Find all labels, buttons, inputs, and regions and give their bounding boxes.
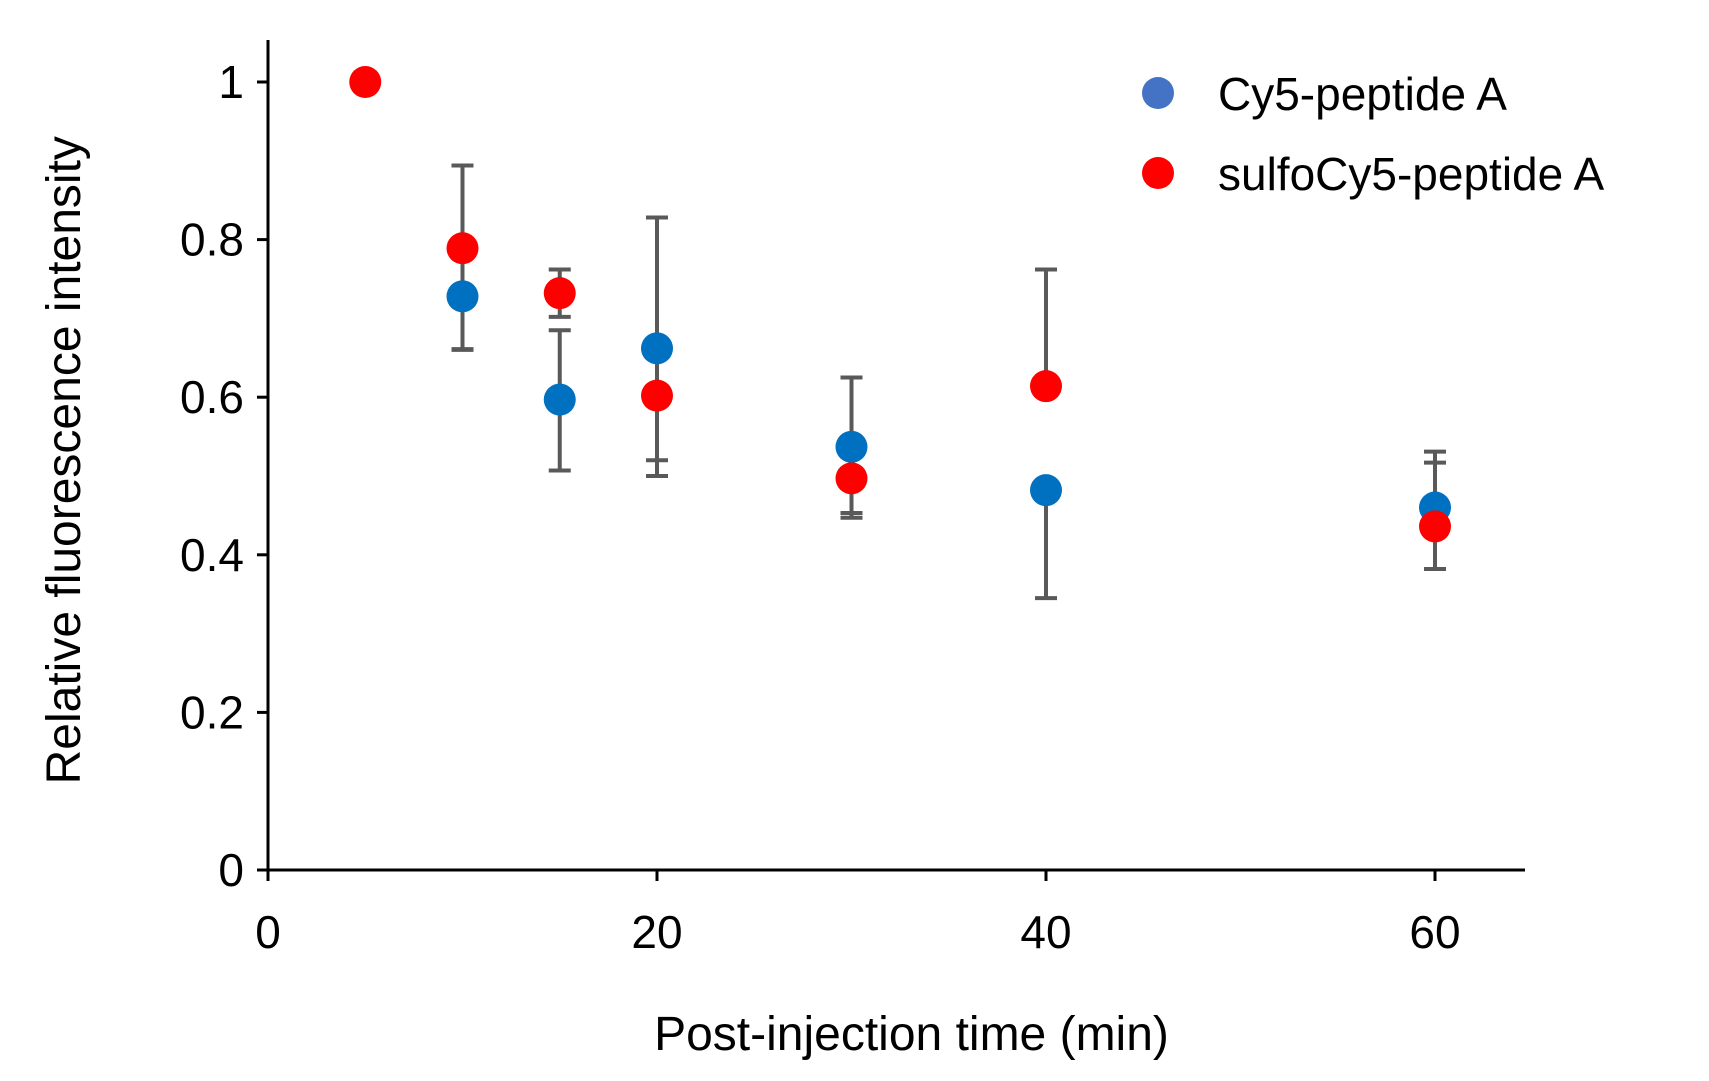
axes: 0 0.2 0.4 0.6 0.8 1 0 20 40 60 xyxy=(180,40,1525,958)
legend: Cy5-peptide A sulfoCy5-peptide A xyxy=(1142,68,1604,200)
legend-marker-2 xyxy=(1142,157,1174,189)
data-points xyxy=(349,66,1451,543)
legend-marker-1 xyxy=(1142,77,1174,109)
legend-label-2: sulfoCy5-peptide A xyxy=(1218,148,1604,200)
point-series-2 xyxy=(446,232,479,265)
y-tick-label: 1 xyxy=(218,56,244,108)
x-tick-label: 0 xyxy=(255,906,281,958)
x-axis-title: Post-injection time (min) xyxy=(654,1008,1169,1061)
point-series-2 xyxy=(349,66,382,98)
point-series-1 xyxy=(446,280,479,313)
y-axis-title: Relative fluorescence intensity xyxy=(38,136,91,784)
point-series-2 xyxy=(641,379,673,412)
point-series-2 xyxy=(543,277,576,310)
point-series-2 xyxy=(1030,370,1062,403)
y-tick-label: 0 xyxy=(218,844,244,896)
error-bars xyxy=(451,163,1446,601)
point-series-1 xyxy=(543,383,576,416)
point-series-1 xyxy=(835,430,868,463)
y-tick-label: 0.8 xyxy=(180,214,244,266)
point-series-2 xyxy=(1419,510,1451,543)
legend-label-1: Cy5-peptide A xyxy=(1218,68,1507,120)
y-tick-label: 0.4 xyxy=(180,529,244,581)
x-tick-label: 60 xyxy=(1409,906,1460,958)
y-tick-label: 0.2 xyxy=(180,686,244,738)
x-tick-label: 20 xyxy=(631,906,682,958)
point-series-1 xyxy=(1030,474,1062,507)
y-tick-label: 0.6 xyxy=(180,371,244,423)
x-tick-label: 40 xyxy=(1020,906,1071,958)
point-series-2 xyxy=(835,462,868,495)
point-series-1 xyxy=(641,332,673,365)
